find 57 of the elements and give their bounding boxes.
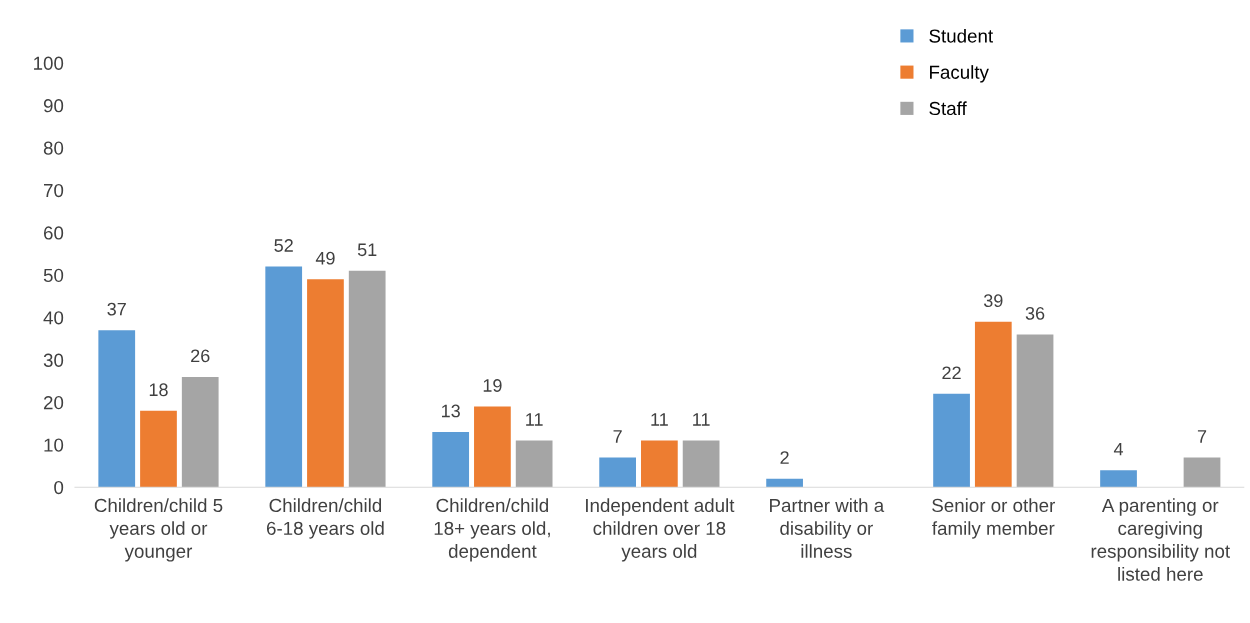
y-tick-label: 0 xyxy=(54,480,64,495)
bar xyxy=(181,376,219,488)
bar xyxy=(307,279,344,488)
data-label: 11 xyxy=(526,413,543,426)
data-label: 7 xyxy=(1197,430,1207,443)
data-label: 51 xyxy=(357,243,377,257)
bar xyxy=(515,440,553,488)
data-label: 11 xyxy=(693,413,710,426)
bar xyxy=(98,330,136,488)
bar xyxy=(641,440,678,488)
bar xyxy=(682,440,720,488)
data-label: 52 xyxy=(274,239,293,252)
y-tick-label: 70 xyxy=(44,183,64,198)
bar xyxy=(599,457,636,488)
x-tick-label: Partner with a disability or illness xyxy=(770,498,885,558)
data-label: 2 xyxy=(780,451,789,464)
data-label: 39 xyxy=(983,294,1003,308)
bar xyxy=(432,432,470,488)
x-tick-label: Children/child 18+ years old, dependent xyxy=(434,498,550,562)
data-label: 36 xyxy=(1025,306,1045,320)
y-tick-label: 100 xyxy=(34,56,64,70)
data-label: 26 xyxy=(191,349,210,363)
data-label: 7 xyxy=(613,430,622,443)
y-tick-label: 90 xyxy=(43,99,64,113)
bar xyxy=(1016,334,1054,488)
data-label: 37 xyxy=(107,302,126,316)
y-tick-label: 10 xyxy=(44,438,64,452)
legend-label: Faculty xyxy=(930,65,989,83)
y-tick-label: 20 xyxy=(43,396,64,410)
data-label: 49 xyxy=(315,251,335,265)
bar xyxy=(974,321,1012,488)
data-label: 11 xyxy=(651,413,668,426)
x-tick-label: Children/child 6-18 years old xyxy=(266,498,384,539)
bar xyxy=(265,266,303,488)
data-label: 4 xyxy=(1113,442,1124,456)
data-label: 18 xyxy=(149,383,168,397)
bar xyxy=(766,478,803,488)
x-tick-label: Children/child 5 years old or younger xyxy=(94,498,223,562)
data-label: 22 xyxy=(942,366,961,379)
y-tick-label: 40 xyxy=(43,311,64,325)
x-tick-label: Senior or other family member xyxy=(932,498,1056,539)
data-label: 19 xyxy=(483,379,502,392)
bar xyxy=(1183,457,1221,488)
y-tick-label: 80 xyxy=(43,141,64,155)
y-tick-label: 50 xyxy=(43,268,64,283)
bar xyxy=(140,410,177,488)
bar xyxy=(474,406,511,488)
x-tick-label: Independent adult children over 18 years old xyxy=(586,498,735,562)
y-tick-label: 60 xyxy=(43,226,64,240)
legend-label: Staff xyxy=(929,101,967,116)
data-label: 13 xyxy=(442,404,460,418)
bar xyxy=(348,270,386,488)
bar xyxy=(1100,470,1137,488)
y-tick-label: 30 xyxy=(43,353,64,367)
bar xyxy=(933,393,970,488)
x-tick-label: A parenting or caregiving responsibility not listed here xyxy=(1091,498,1230,581)
legend-label: Student xyxy=(929,28,993,43)
